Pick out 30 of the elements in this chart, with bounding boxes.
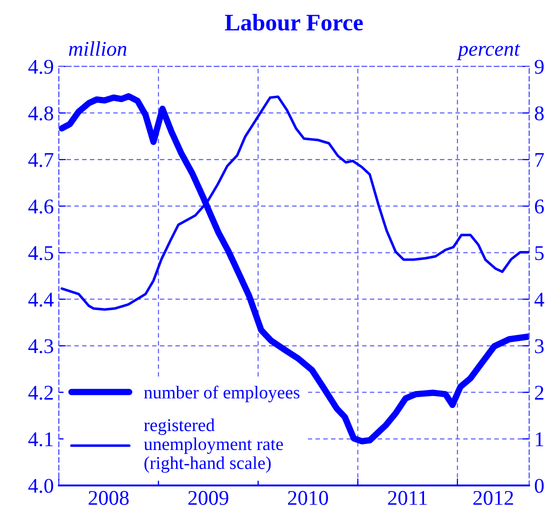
x-tick-label: 2012 — [473, 490, 514, 505]
x-tick-label: 2010 — [288, 490, 328, 505]
y-axis-title: million — [68, 41, 126, 56]
y-tick-label: 4.7 — [28, 153, 54, 168]
y2-tick-label: 9 — [534, 60, 544, 74]
y2-axis-title: percent — [456, 44, 520, 60]
y2-tick-label: 0 — [534, 478, 544, 493]
y2-tick-label: 7 — [535, 153, 544, 167]
y-tick-label: 4.4 — [28, 292, 54, 307]
x-tick-label: 2011 — [388, 490, 427, 505]
legend-label: registered unemployment rate (right-hand scale) — [144, 418, 283, 473]
y2-tick-label: 4 — [534, 292, 544, 306]
y2-tick-label: 1 — [536, 432, 544, 446]
y-tick-label: 4.0 — [28, 478, 54, 493]
y2-tick-label: 8 — [534, 106, 544, 120]
y2-tick-label: 2 — [534, 386, 544, 400]
y2-tick-label: 5 — [535, 246, 544, 260]
legend-label: number of employees — [144, 386, 300, 402]
y-tick-label: 4.8 — [28, 106, 54, 121]
x-tick-label: 2009 — [188, 490, 228, 505]
y-tick-label: 4.1 — [28, 432, 53, 446]
y2-tick-label: 6 — [534, 200, 544, 214]
y-tick-label: 4.2 — [28, 386, 53, 400]
y-tick-label: 4.9 — [28, 60, 54, 74]
y-tick-label: 4.3 — [28, 339, 54, 354]
y-tick-label: 4.6 — [28, 200, 54, 214]
chart-title: Labour Force — [224, 14, 363, 31]
y-tick-label: 4.5 — [28, 246, 54, 260]
y2-tick-label: 3 — [535, 339, 544, 354]
x-tick-label: 2008 — [88, 490, 129, 505]
